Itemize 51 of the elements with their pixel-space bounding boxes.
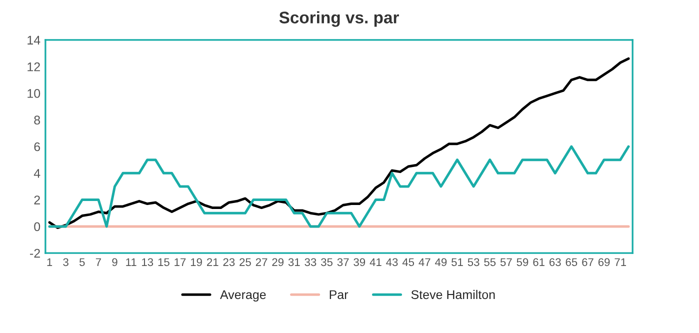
x-tick-label: 63 [550, 258, 561, 266]
x-tick-label: 23 [223, 258, 235, 266]
x-tick-label: 21 [206, 258, 218, 266]
x-tick-label: 49 [435, 258, 447, 266]
y-tick-label: 6 [34, 142, 40, 152]
x-tick-label: 17 [174, 258, 186, 266]
x-tick-label: 35 [321, 258, 332, 266]
y-tick-label: -2 [30, 248, 40, 258]
x-tick-label: 41 [370, 258, 382, 266]
chart-title: Scoring vs. par [279, 11, 399, 27]
x-tick-label: 45 [402, 258, 414, 266]
x-tick-label: 5 [79, 258, 85, 266]
x-tick-label: 15 [158, 258, 170, 266]
x-tick-label: 29 [272, 258, 284, 266]
legend-label: Average [220, 290, 266, 302]
x-tick-label: 25 [240, 258, 251, 266]
y-tick-label: 10 [28, 89, 40, 98]
x-tick-label: 39 [354, 258, 366, 266]
x-tick-label: 71 [614, 258, 626, 266]
x-tick-label: 69 [598, 258, 610, 266]
y-tick-label: 14 [28, 36, 40, 44]
x-tick-label: 53 [468, 258, 480, 266]
x-tick-label: 67 [582, 258, 594, 266]
y-tick-label: 12 [28, 62, 40, 72]
line-series [48, 145, 630, 228]
x-tick-label: 27 [256, 258, 268, 266]
y-tick-label: 0 [34, 222, 40, 232]
line-series [48, 57, 630, 230]
x-tick-label: 3 [63, 258, 68, 266]
y-tick-label: 4 [34, 169, 40, 178]
x-tick-label: 65 [566, 258, 578, 266]
x-tick-label: 33 [304, 258, 316, 266]
x-tick-label: 1 [47, 258, 52, 266]
x-tick-label: 61 [533, 258, 544, 266]
x-tick-label: 37 [337, 258, 349, 266]
x-tick-label: 43 [386, 258, 398, 266]
x-tick-label: 7 [96, 258, 101, 266]
x-tick-label: 51 [452, 258, 463, 266]
legend-label: Par [330, 290, 348, 300]
y-tick-label: 8 [34, 116, 40, 125]
x-tick-label: 47 [418, 258, 430, 266]
x-tick-label: 31 [288, 258, 300, 266]
x-tick-label: 11 [126, 258, 136, 266]
x-tick-label: 13 [142, 258, 154, 266]
x-tick-label: 9 [112, 258, 118, 266]
x-tick-label: 59 [516, 258, 528, 266]
x-tick-label: 19 [190, 258, 202, 266]
y-tick-label: 2 [34, 196, 40, 204]
x-tick-label: 57 [500, 258, 512, 266]
legend-label: Steve Hamilton [411, 290, 495, 300]
x-tick-label: 55 [484, 258, 496, 266]
